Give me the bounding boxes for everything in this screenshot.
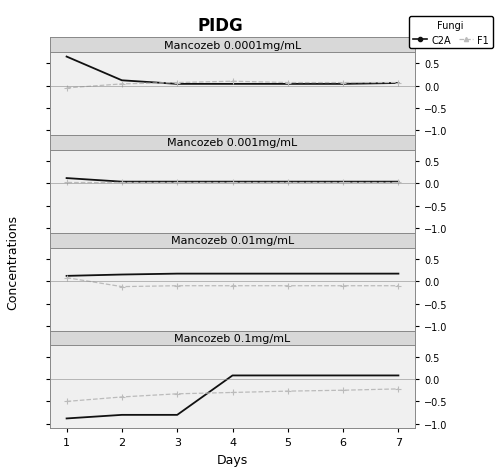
Text: Mancozeb 0.0001mg/mL: Mancozeb 0.0001mg/mL: [164, 40, 301, 50]
Text: Mancozeb 0.001mg/mL: Mancozeb 0.001mg/mL: [168, 138, 298, 148]
Legend: C2A, F1: C2A, F1: [409, 17, 492, 50]
X-axis label: Days: Days: [217, 453, 248, 466]
Text: Mancozeb 0.01mg/mL: Mancozeb 0.01mg/mL: [171, 236, 294, 246]
Text: PIDG: PIDG: [197, 17, 243, 35]
Text: Mancozeb 0.1mg/mL: Mancozeb 0.1mg/mL: [174, 333, 290, 343]
Text: Concentrations: Concentrations: [6, 214, 19, 309]
